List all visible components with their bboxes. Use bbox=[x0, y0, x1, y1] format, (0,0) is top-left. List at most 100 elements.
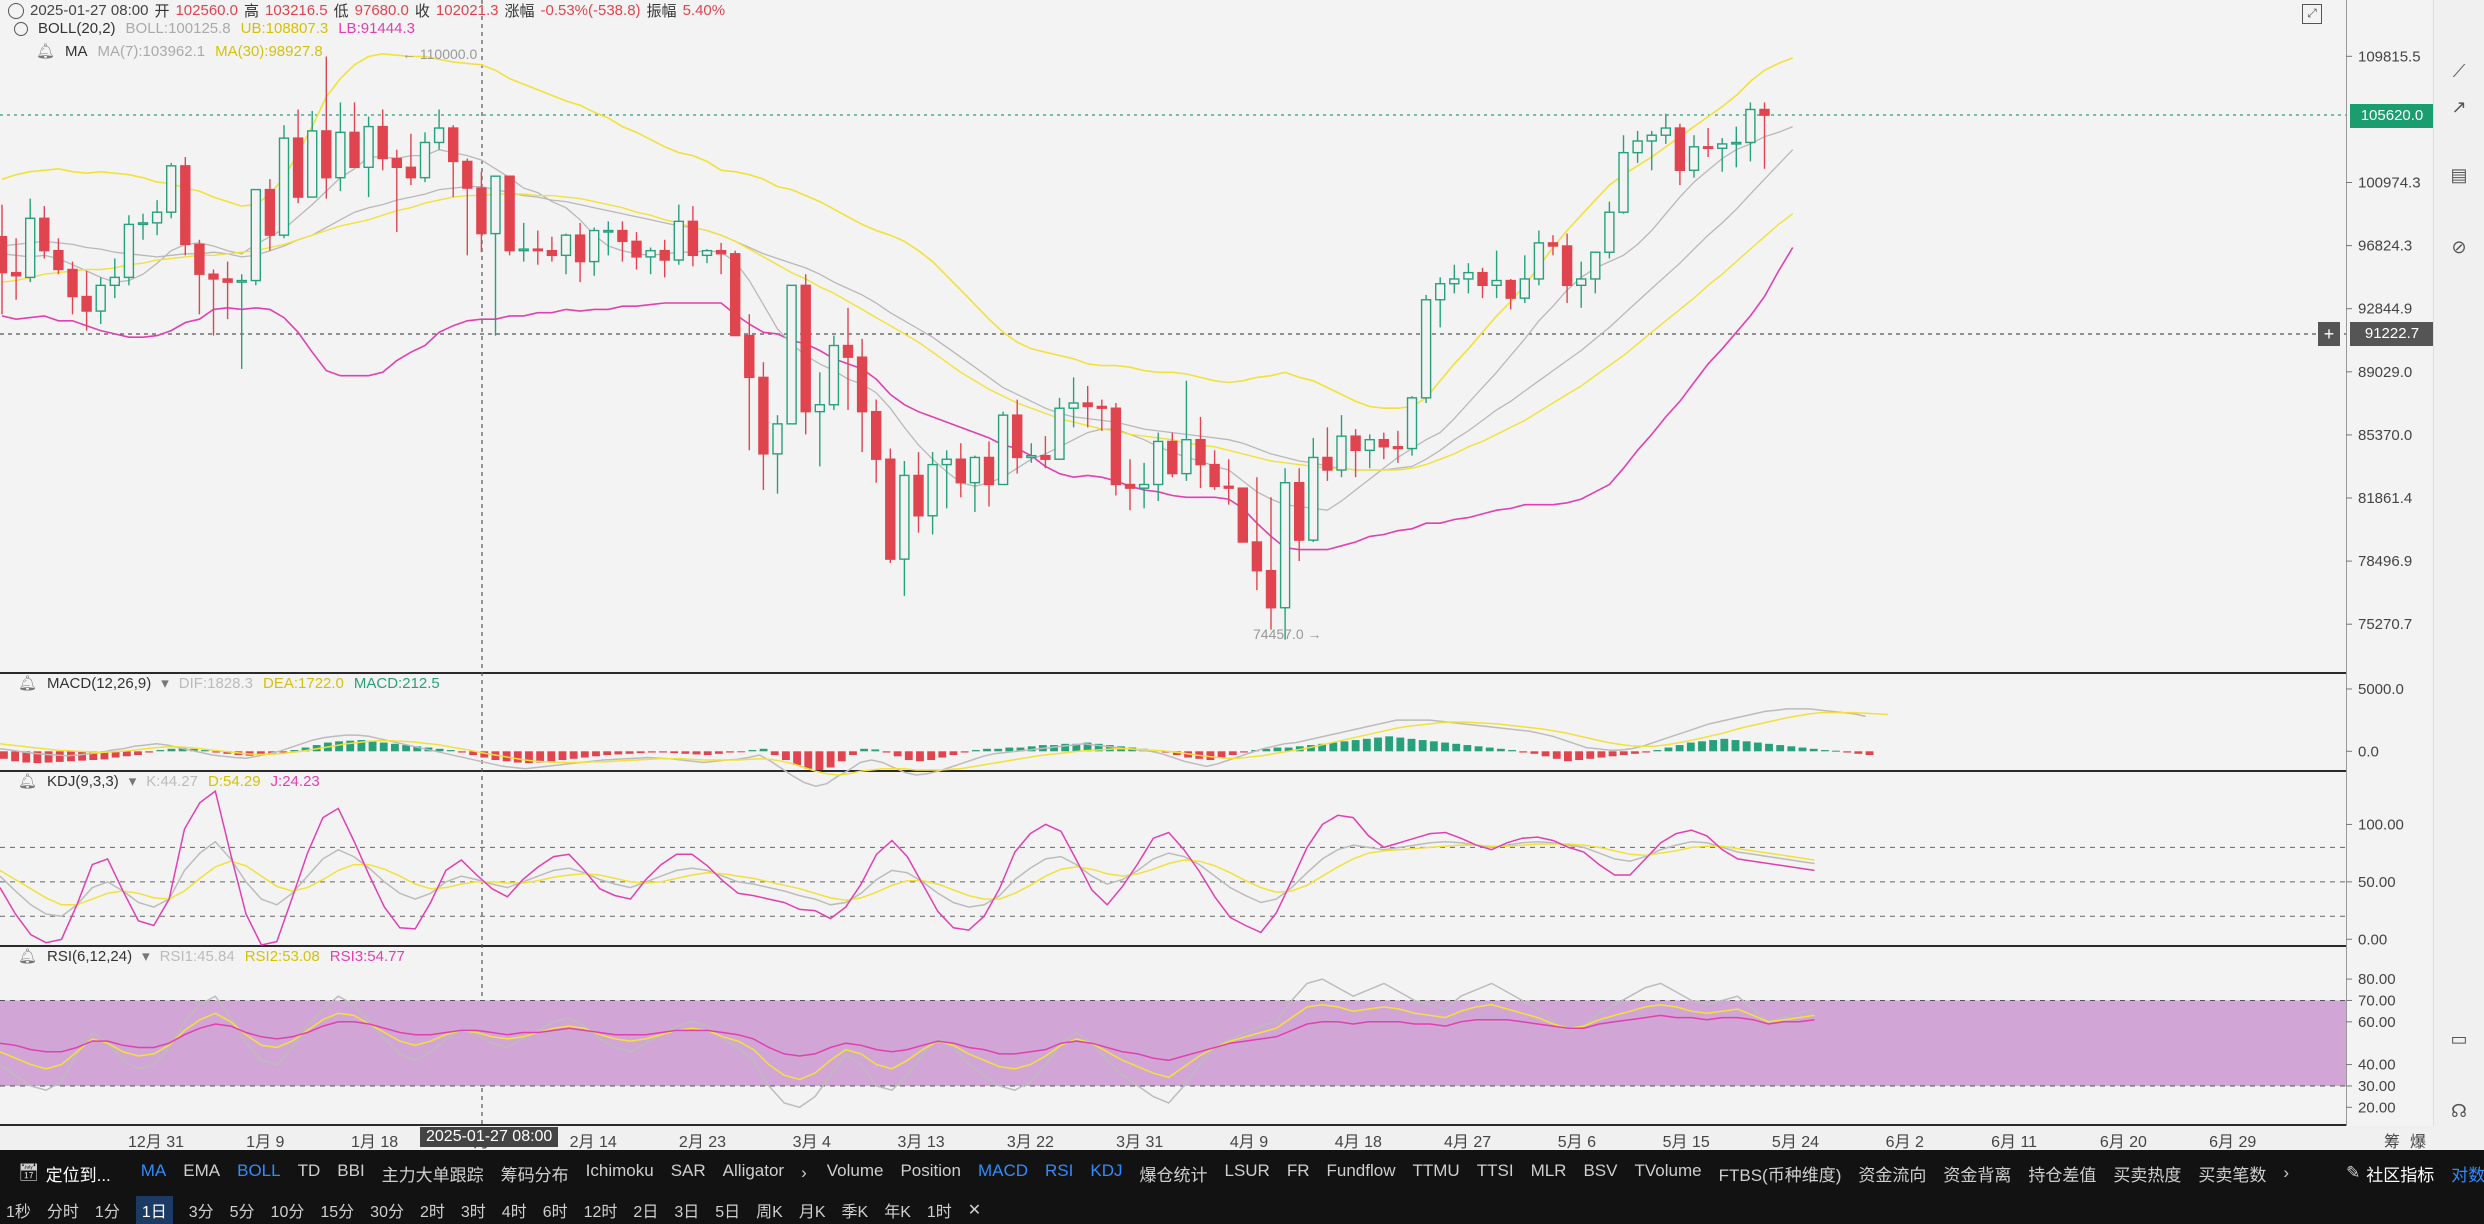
chevron-down-icon[interactable]: ▾ bbox=[161, 675, 169, 692]
collapse-icon[interactable] bbox=[8, 2, 24, 19]
sub-indicator-1[interactable]: Position bbox=[900, 1160, 961, 1180]
macd-bar bbox=[11, 751, 19, 762]
sub-indicator-12[interactable]: BSV bbox=[1583, 1160, 1618, 1180]
x-axis-extra-label[interactable]: 筹 bbox=[2383, 1134, 2401, 1151]
indicator-5[interactable]: 主力大单跟踪 bbox=[381, 1165, 484, 1185]
timeframe-19[interactable]: 季K bbox=[841, 1204, 869, 1221]
macd-bar bbox=[279, 751, 288, 753]
timeframe-4[interactable]: 3分 bbox=[188, 1204, 214, 1221]
timeframe-2[interactable]: 1分 bbox=[94, 1204, 120, 1221]
chevron-right-icon[interactable]: › bbox=[2283, 1163, 2290, 1182]
calendar-icon[interactable]: ▤ bbox=[2450, 165, 2468, 185]
candle-body bbox=[349, 131, 360, 169]
chevron-down-icon[interactable]: ▾ bbox=[128, 773, 137, 790]
x-axis-extra-label[interactable]: 爆 bbox=[2409, 1134, 2427, 1151]
indicator-2[interactable]: BOLL bbox=[237, 1160, 281, 1180]
sub-indicator-15[interactable]: 资金流向 bbox=[1858, 1165, 1927, 1185]
sub-indicator-19[interactable]: 买卖笔数 bbox=[2198, 1165, 2267, 1185]
timeframe-1[interactable]: 分时 bbox=[46, 1204, 79, 1221]
timeframe-18[interactable]: 月K bbox=[798, 1204, 826, 1221]
timeframe-10[interactable]: 3时 bbox=[460, 1204, 486, 1221]
chart-canvas[interactable]: 109815.5 100974.3 96824.3 92844.9 89029.0 853… bbox=[0, 0, 2434, 1126]
timeframe-0[interactable]: 1秒 bbox=[6, 1204, 31, 1221]
timeframe-9[interactable]: 2时 bbox=[419, 1204, 445, 1221]
sub-indicator-7[interactable]: FR bbox=[1286, 1160, 1310, 1180]
collapse-icon[interactable] bbox=[14, 21, 28, 36]
sub-indicator-6[interactable]: LSUR bbox=[1224, 1160, 1270, 1180]
community-indicators[interactable]: 社区指标 bbox=[2366, 1165, 2435, 1185]
sub-indicator-18[interactable]: 买卖热度 bbox=[2113, 1165, 2182, 1185]
candle-body bbox=[1618, 151, 1629, 213]
expand-icon[interactable]: ⤢ bbox=[2302, 4, 2322, 24]
candle-body bbox=[1237, 487, 1249, 543]
macd-bar bbox=[938, 751, 947, 758]
edit-icon[interactable]: ✎ bbox=[2346, 1163, 2361, 1182]
sub-indicator-13[interactable]: TVolume bbox=[1634, 1160, 1702, 1180]
locate-button[interactable]: 定位到... bbox=[45, 1165, 111, 1185]
sub-indicator-10[interactable]: TTSI bbox=[1476, 1160, 1514, 1180]
add-icon[interactable]: + bbox=[2318, 322, 2340, 346]
candle-body bbox=[321, 130, 332, 179]
sub-indicator-4[interactable]: KDJ bbox=[1090, 1160, 1123, 1180]
trend-icon[interactable]: ↗ bbox=[2451, 97, 2467, 117]
timeframe-3[interactable]: 1日 bbox=[135, 1196, 173, 1224]
bell-icon[interactable]: 🔔︎ bbox=[18, 675, 38, 692]
sub-indicator-3[interactable]: RSI bbox=[1045, 1160, 1074, 1180]
ma-name[interactable]: MA bbox=[65, 42, 88, 60]
timeframe-7[interactable]: 15分 bbox=[320, 1204, 355, 1221]
sub-indicator-11[interactable]: MLR bbox=[1530, 1160, 1567, 1180]
timeframe-11[interactable]: 4时 bbox=[501, 1204, 527, 1221]
timeframe-13[interactable]: 12时 bbox=[583, 1204, 618, 1221]
chevron-right-icon[interactable]: › bbox=[801, 1163, 807, 1182]
sub-indicator-9[interactable]: TTMU bbox=[1412, 1160, 1460, 1180]
indicator-4[interactable]: BBI bbox=[337, 1160, 365, 1180]
kdj-name[interactable]: KDJ(9,3,3) bbox=[47, 772, 119, 790]
candle-body bbox=[1012, 414, 1023, 459]
chevron-down-icon[interactable]: ▾ bbox=[142, 948, 150, 965]
indicator-1[interactable]: EMA bbox=[183, 1160, 221, 1180]
candle-body bbox=[589, 229, 600, 263]
indicator-3[interactable]: TD bbox=[297, 1160, 321, 1180]
timeframe-20[interactable]: 年K bbox=[884, 1204, 911, 1221]
panel-icon[interactable]: ▭ bbox=[2450, 1029, 2468, 1049]
indicator-0[interactable]: MA bbox=[140, 1160, 167, 1180]
sub-indicator-8[interactable]: Fundflow bbox=[1326, 1160, 1396, 1180]
sub-indicator-14[interactable]: FTBS(币种维度) bbox=[1718, 1165, 1842, 1185]
timeframe-6[interactable]: 10分 bbox=[270, 1204, 305, 1221]
log-toggle[interactable]: 对数 bbox=[2451, 1165, 2484, 1185]
macd-bar bbox=[625, 751, 634, 754]
bell-icon[interactable]: 🔔︎ bbox=[36, 43, 56, 60]
sub-indicator-0[interactable]: Volume bbox=[826, 1160, 884, 1180]
calendar-icon[interactable]: 📅︎ bbox=[18, 1163, 40, 1182]
timeframe-12[interactable]: 6时 bbox=[542, 1204, 568, 1221]
indicator-9[interactable]: Alligator bbox=[722, 1160, 785, 1180]
sub-indicator-17[interactable]: 持仓差值 bbox=[2028, 1165, 2097, 1185]
timeframe-16[interactable]: 5日 bbox=[715, 1204, 741, 1221]
sub-indicator-5[interactable]: 爆仓统计 bbox=[1139, 1165, 1208, 1185]
timeframe-15[interactable]: 3日 bbox=[674, 1204, 700, 1221]
timeframe-14[interactable]: 2日 bbox=[633, 1204, 659, 1221]
ruler-icon[interactable]: ⟋ bbox=[2452, 61, 2466, 81]
rsi-name[interactable]: RSI(6,12,24) bbox=[47, 947, 133, 965]
indicator-7[interactable]: Ichimoku bbox=[585, 1160, 654, 1180]
macd-name[interactable]: MACD(12,26,9) bbox=[47, 674, 152, 692]
macd-hist: MACD:212.5 bbox=[353, 674, 440, 692]
bell-icon[interactable]: 🔔︎ bbox=[18, 948, 38, 965]
timeframe-8[interactable]: 30分 bbox=[370, 1204, 404, 1221]
timeframe-21[interactable]: 1时 bbox=[926, 1204, 952, 1221]
headset-icon[interactable]: ☊ bbox=[2451, 1101, 2467, 1121]
boll-name[interactable]: BOLL(20,2) bbox=[38, 20, 116, 37]
sub-indicator-2[interactable]: MACD bbox=[977, 1160, 1029, 1180]
close-icon[interactable]: ✕ bbox=[967, 1202, 982, 1219]
macd-bar bbox=[536, 751, 545, 763]
indicator-8[interactable]: SAR bbox=[670, 1160, 706, 1180]
candle-body bbox=[941, 458, 952, 466]
timeframe-5[interactable]: 5分 bbox=[229, 1204, 255, 1221]
macd-bar bbox=[1564, 751, 1572, 762]
timeframe-17[interactable]: 周K bbox=[756, 1204, 783, 1221]
macd-legend: 🔔︎ MACD(12,26,9) ▾ DIF:1828.3 DEA:1722.0… bbox=[18, 674, 440, 693]
indicator-6[interactable]: 筹码分布 bbox=[500, 1165, 569, 1185]
link-icon[interactable]: ⊘ bbox=[2451, 237, 2467, 257]
bell-icon[interactable]: 🔔︎ bbox=[18, 773, 38, 790]
sub-indicator-16[interactable]: 资金背离 bbox=[1943, 1165, 2012, 1185]
